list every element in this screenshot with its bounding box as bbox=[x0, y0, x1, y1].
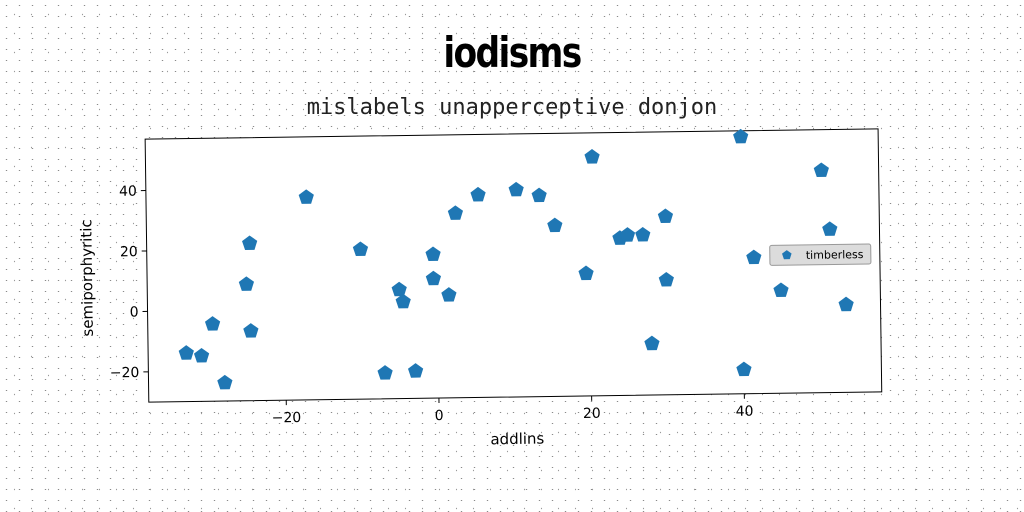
data-point bbox=[657, 208, 674, 224]
data-point bbox=[447, 205, 464, 220]
legend-box bbox=[769, 243, 872, 266]
y-tick-label: 20 bbox=[120, 244, 138, 260]
plot-area bbox=[144, 128, 883, 403]
x-tick-label: −20 bbox=[272, 410, 302, 426]
chart-subtitle: mislabels unapperceptive donjon bbox=[306, 95, 718, 120]
x-tick-label: 40 bbox=[736, 404, 754, 420]
data-point bbox=[619, 227, 636, 242]
data-point bbox=[242, 235, 258, 251]
data-point bbox=[193, 348, 210, 363]
data-point bbox=[813, 162, 829, 178]
data-point bbox=[658, 271, 674, 287]
data-point bbox=[746, 249, 762, 265]
data-point bbox=[238, 276, 255, 291]
data-point bbox=[508, 181, 524, 197]
legend: timberless bbox=[769, 243, 872, 266]
data-point bbox=[425, 270, 442, 286]
data-point bbox=[377, 365, 393, 380]
data-point bbox=[635, 226, 651, 242]
data-point bbox=[822, 221, 838, 236]
data-point bbox=[407, 363, 424, 378]
data-point bbox=[425, 246, 441, 262]
data-point bbox=[547, 217, 563, 233]
chart-title: iodisms bbox=[443, 28, 582, 77]
data-point bbox=[217, 374, 233, 390]
x-tick-label: 20 bbox=[583, 406, 601, 422]
data-point bbox=[352, 241, 369, 257]
data-point bbox=[395, 293, 411, 309]
data-point bbox=[391, 281, 407, 297]
y-axis-label: semiporphyritic bbox=[77, 219, 97, 336]
data-point bbox=[578, 265, 594, 281]
data-point bbox=[298, 189, 314, 204]
y-tick-label: 40 bbox=[119, 184, 137, 200]
data-point bbox=[773, 282, 789, 298]
data-point bbox=[441, 287, 457, 302]
data-point bbox=[644, 335, 660, 351]
data-point bbox=[178, 345, 194, 360]
x-tick-label: 0 bbox=[435, 408, 444, 424]
legend-label: timberless bbox=[806, 248, 864, 262]
data-point bbox=[584, 149, 600, 164]
data-point bbox=[531, 187, 547, 203]
y-tick-label: −20 bbox=[110, 365, 140, 381]
y-tick-label: 0 bbox=[130, 305, 139, 321]
data-point bbox=[204, 316, 221, 331]
data-point bbox=[470, 186, 486, 202]
data-point bbox=[736, 361, 752, 377]
legend-marker bbox=[782, 250, 792, 260]
x-axis-label: addlins bbox=[490, 430, 544, 449]
data-point bbox=[733, 128, 749, 144]
data-point bbox=[838, 296, 854, 312]
data-point bbox=[243, 323, 259, 338]
